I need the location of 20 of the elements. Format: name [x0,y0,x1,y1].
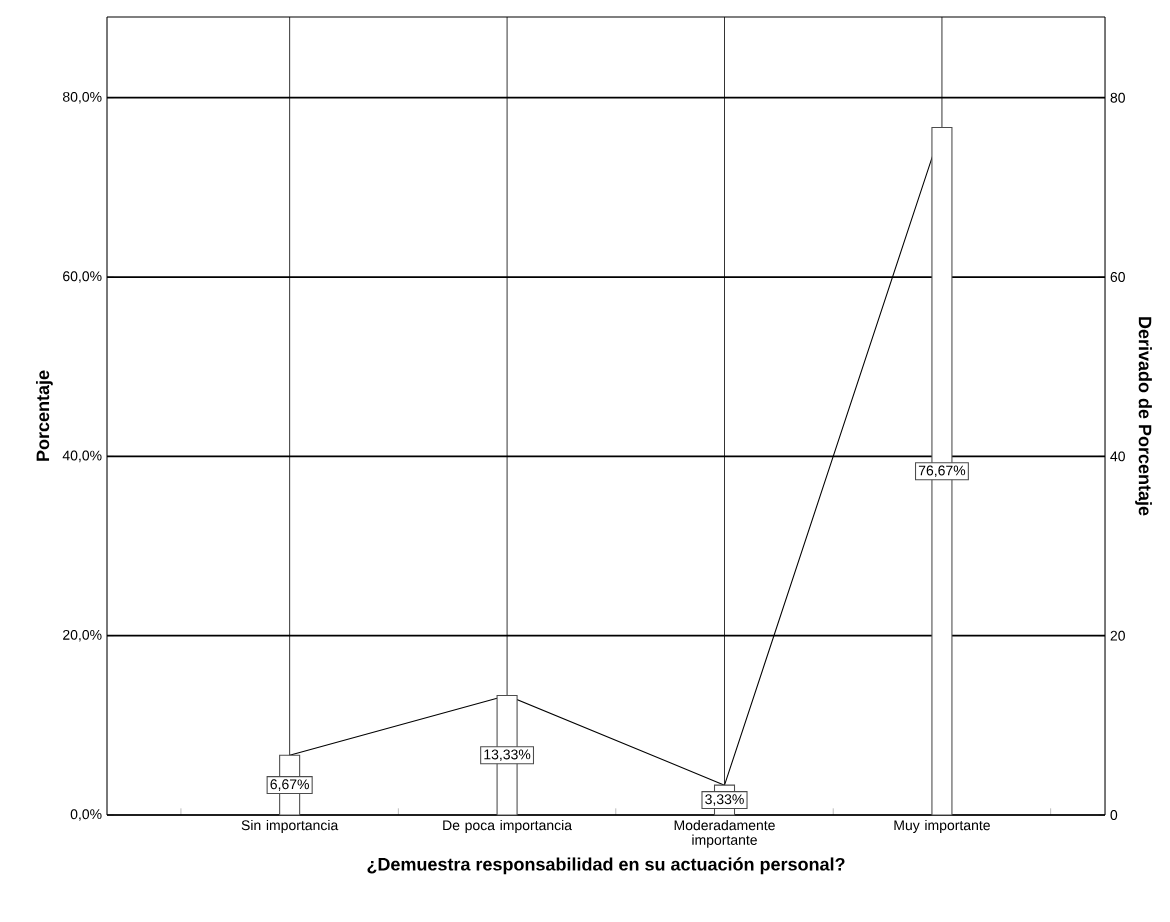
x-tick-label: Moderadamente importante [674,819,775,848]
y2-tick-label: 40 [1110,451,1125,462]
x-tick-label: Muy importante [894,819,990,833]
data-label: 13,33% [484,749,531,762]
y2-axis-title: Derivado de Porcentaje [1135,317,1152,516]
x-tick-label: Sin importancia [241,819,339,833]
y-tick-label: 0,0% [70,809,102,821]
data-label: 6,67% [270,779,309,791]
y-axis-title: Porcentaje [35,370,53,461]
data-label: 76,67% [918,465,966,478]
y-tick-label: 20,0% [63,629,102,642]
y-tick-label: 40,0% [62,450,102,463]
x-tick-label: De poca importancia [443,819,573,833]
y-tick-label: 60,0% [63,271,102,283]
y2-tick-label: 0 [1110,810,1118,820]
y2-tick-label: 20 [1110,630,1125,641]
y2-tick-label: 60 [1110,272,1125,282]
y-tick-label: 80,0% [62,91,102,104]
x-axis-title: ¿Demuestra responsabilidad en su actuación personal? [367,857,845,875]
y2-tick-label: 80 [1110,92,1125,103]
